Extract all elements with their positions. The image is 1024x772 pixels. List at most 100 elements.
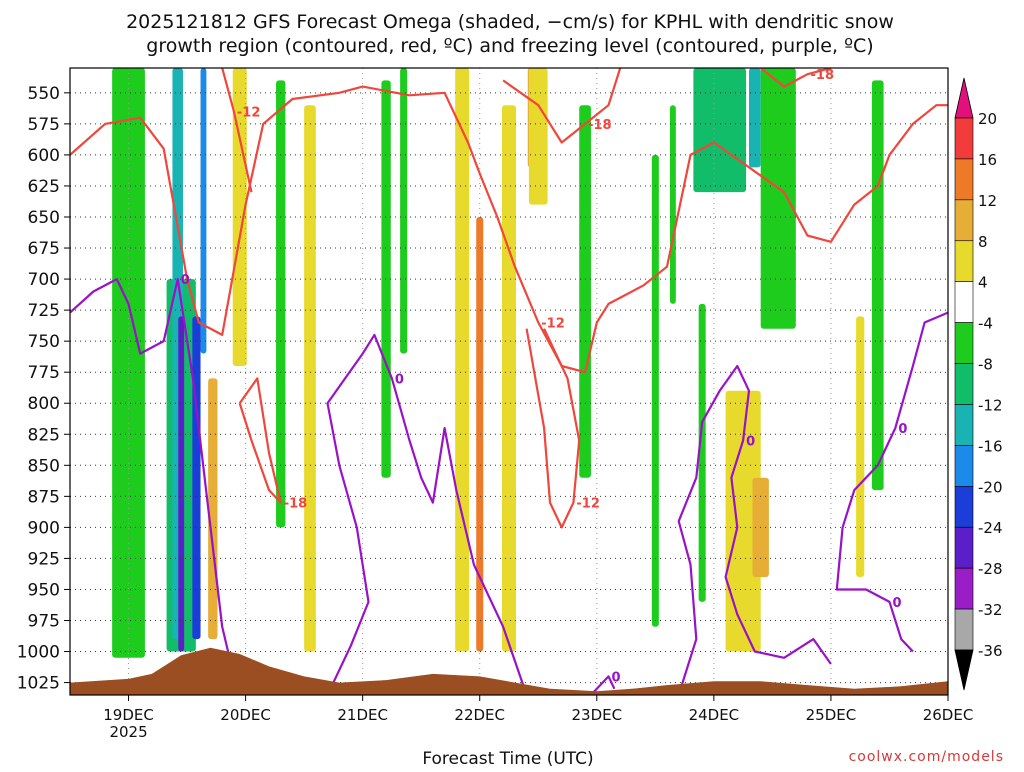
colorbar-label: 20 bbox=[978, 110, 997, 128]
colorbar-label: -20 bbox=[978, 478, 1003, 496]
colorbar-label: -32 bbox=[978, 601, 1003, 619]
omega-shade-patch bbox=[455, 68, 470, 652]
colorbar-bin bbox=[954, 404, 974, 446]
omega-shade-patch bbox=[579, 105, 591, 478]
y-tick-label: 600 bbox=[28, 146, 60, 166]
x-tick-label: 24DEC bbox=[689, 706, 740, 724]
colorbar-bin bbox=[954, 445, 974, 487]
freezing-level-contour-line bbox=[835, 527, 914, 653]
colorbar-bottom-arrow bbox=[954, 649, 974, 691]
omega-shade-patch bbox=[669, 105, 676, 304]
x-tick-label: 19DEC bbox=[103, 706, 154, 724]
colorbar-label: -36 bbox=[978, 642, 1003, 660]
omega-shade-patch bbox=[651, 154, 659, 627]
freezing-level-contour-line bbox=[590, 675, 616, 695]
omega-shade-patch bbox=[856, 316, 865, 578]
y-tick-label: 950 bbox=[28, 580, 60, 600]
colorbar-bin bbox=[954, 281, 974, 323]
x-tick-label: 21DEC bbox=[337, 706, 388, 724]
y-tick-label: 575 bbox=[28, 115, 60, 135]
terrain-fill bbox=[70, 647, 948, 695]
x-year-label: 2025 bbox=[109, 723, 147, 741]
colorbar-bin bbox=[954, 199, 974, 242]
y-tick-label: 800 bbox=[28, 394, 60, 414]
dgz-contour-line bbox=[221, 68, 253, 193]
freezing-level-contour: 0 0 0 0 0 0 bbox=[70, 273, 948, 695]
omega-shade-patch bbox=[760, 68, 796, 329]
colorbar-bin bbox=[954, 567, 974, 610]
y-tick-label: 900 bbox=[28, 518, 60, 538]
omega-shade-patch bbox=[112, 68, 145, 658]
y-tick-label: 550 bbox=[28, 84, 60, 104]
colorbar: 20 16 12 8 4 -4 -8 -12 -16 -20 -24 -28 -32 -36 bbox=[954, 77, 1003, 691]
omega-shade-patch bbox=[693, 68, 747, 193]
chart-title-line2: growth region (contoured, red, ºC) and f… bbox=[146, 35, 873, 57]
freezing-level-contour-line bbox=[70, 278, 247, 695]
x-tick-label: 20DEC bbox=[220, 706, 271, 724]
y-tick-label: 825 bbox=[28, 425, 60, 445]
colorbar-bin bbox=[954, 322, 974, 364]
colorbar-bin bbox=[954, 158, 974, 201]
colorbar-label: -8 bbox=[978, 356, 993, 374]
omega-shade-patch bbox=[871, 80, 884, 491]
y-tick-label: 875 bbox=[28, 487, 60, 507]
x-tick-label: 26DEC bbox=[923, 706, 974, 724]
omega-shade-patch bbox=[528, 68, 548, 205]
x-axis-title: Forecast Time (UTC) bbox=[422, 749, 593, 768]
colorbar-label: 8 bbox=[978, 233, 988, 251]
x-tick-label: 25DEC bbox=[806, 706, 857, 724]
freezing-level-contour-label: 0 bbox=[612, 670, 621, 685]
y-tick-label: 1000 bbox=[17, 643, 60, 663]
y-tick-label: 675 bbox=[28, 239, 60, 259]
dgz-contour-line bbox=[70, 85, 948, 374]
colorbar-label: -28 bbox=[978, 560, 1003, 578]
freezing-level-contour-line bbox=[326, 333, 528, 695]
omega-shade-patch bbox=[178, 316, 185, 652]
omega-shade-patch bbox=[192, 316, 201, 640]
dgz-contour-line bbox=[238, 377, 282, 504]
dgz-contour: -12 -12 -18 -18 -18 -12 bbox=[70, 68, 948, 529]
axes: 550 575 600 625 650 675 700 725 750 775 800 825 850 8… bbox=[17, 84, 974, 741]
omega-shade-patch bbox=[476, 216, 484, 652]
dgz-contour-label: -18 bbox=[811, 68, 835, 83]
omega-shade-patch bbox=[208, 378, 218, 640]
colorbar-bin bbox=[954, 363, 974, 405]
colorbar-label: -24 bbox=[978, 519, 1003, 537]
y-tick-label: 925 bbox=[28, 549, 60, 569]
dgz-contour-line bbox=[525, 328, 581, 529]
y-tick-label: 975 bbox=[28, 612, 60, 632]
freezing-level-contour-line bbox=[841, 311, 948, 528]
y-tick-label: 650 bbox=[28, 208, 60, 228]
omega-shade-patch bbox=[200, 68, 207, 354]
omega-shade-patch bbox=[501, 105, 517, 652]
y-tick-label: 625 bbox=[28, 177, 60, 197]
colorbar-bin bbox=[954, 240, 974, 282]
chart-title-line1: 2025121812 GFS Forecast Omega (shaded, −… bbox=[126, 11, 894, 33]
freezing-level-contour-label: 0 bbox=[181, 273, 190, 288]
dgz-contour-label: -12 bbox=[541, 317, 565, 332]
y-tick-label: 1025 bbox=[17, 674, 60, 694]
omega-shade-patch bbox=[232, 68, 247, 366]
colorbar-label: 16 bbox=[978, 151, 997, 169]
plot-area: -12 -12 -18 -18 -18 -12 0 0 0 0 0 0 bbox=[69, 67, 949, 696]
omega-shade-patch bbox=[748, 68, 761, 168]
credit-text: coolwx.com/models bbox=[849, 749, 1004, 765]
plot-frame bbox=[69, 67, 949, 696]
y-tick-label: 850 bbox=[28, 456, 60, 476]
y-tick-label: 725 bbox=[28, 301, 60, 321]
colorbar-label: -16 bbox=[978, 437, 1003, 455]
y-tick-label: 750 bbox=[28, 332, 60, 352]
omega-shade-patch bbox=[725, 390, 761, 652]
x-tick-label: 22DEC bbox=[454, 706, 505, 724]
freezing-level-contour-label: 0 bbox=[898, 422, 907, 437]
freezing-level-contour-label: 0 bbox=[892, 596, 901, 611]
x-tick-label: 23DEC bbox=[572, 706, 623, 724]
colorbar-bin bbox=[954, 486, 974, 528]
colorbar-label: 12 bbox=[978, 192, 997, 210]
freezing-level-contour-label: 0 bbox=[746, 434, 755, 449]
dgz-contour-label: -12 bbox=[576, 497, 600, 512]
dgz-contour-label: -18 bbox=[284, 497, 308, 512]
omega-shade-patch bbox=[276, 80, 286, 528]
dgz-contour-line bbox=[502, 68, 622, 144]
